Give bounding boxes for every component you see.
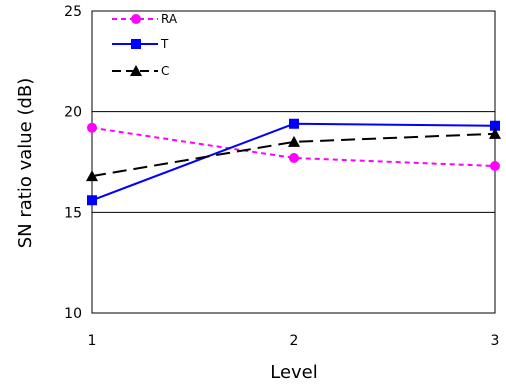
y-axis: 10 15 20 25 [64,4,82,322]
gridlines [92,111,495,213]
series-t [87,118,500,206]
data-point-c [489,127,501,139]
data-point-c [86,170,98,182]
legend-marker-c [130,65,142,76]
y-axis-title: SN ratio value (dB) [15,78,36,249]
x-tick-label: 1 [88,333,97,349]
data-point-ra [289,152,299,163]
series-c [86,127,501,182]
legend-item-ra: RA [112,12,178,26]
x-axis-title: Level [270,362,318,383]
y-tick-label: 15 [64,205,82,221]
legend-item-c: C [112,64,169,78]
data-point-ra [490,161,500,172]
x-axis: 1 2 3 [88,333,500,349]
x-tick-label: 3 [491,333,500,349]
series-group [86,118,501,206]
y-tick-label: 10 [64,306,82,322]
y-tick-label: 25 [64,4,82,20]
data-point-t [490,120,500,131]
data-point-c [288,135,300,147]
y-tick-label: 20 [64,105,82,121]
data-point-ra [87,122,97,133]
data-point-t [289,118,299,129]
legend-label-t: T [160,37,169,51]
data-point-t [87,195,97,206]
legend-label-c: C [161,64,169,78]
legend-label-ra: RA [161,12,178,26]
legend-item-t: T [112,37,169,51]
x-tick-label: 2 [290,333,299,349]
legend-marker-ra [131,14,141,24]
series-line-c [91,132,496,178]
legend: RA TC [112,12,178,78]
legend-marker-t [131,39,141,49]
series-ra [87,122,500,172]
